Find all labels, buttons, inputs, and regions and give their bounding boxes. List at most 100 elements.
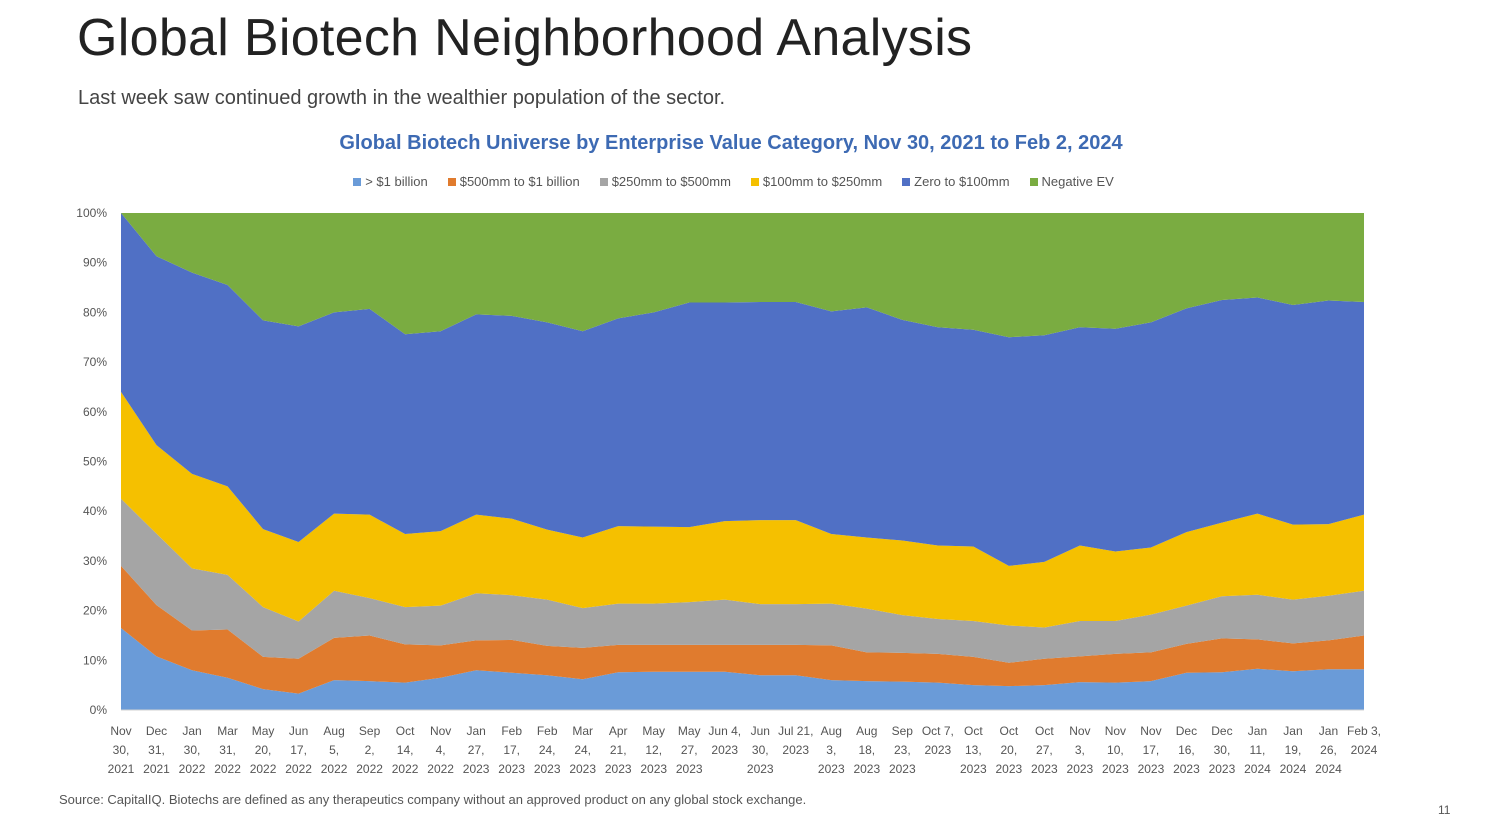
x-tick-label: 27, bbox=[681, 743, 698, 757]
x-tick-label: 11, bbox=[1250, 743, 1266, 757]
x-tick-label: May bbox=[642, 724, 665, 738]
x-tick-label: 14, bbox=[397, 743, 414, 757]
x-tick-label: Aug bbox=[323, 724, 344, 738]
x-tick-label: 3, bbox=[1075, 743, 1085, 757]
x-tick-label: 2022 bbox=[356, 762, 383, 776]
x-tick-label: Apr bbox=[609, 724, 628, 738]
x-tick-label: Sep bbox=[892, 724, 914, 738]
x-tick-label: 2024 bbox=[1244, 762, 1271, 776]
x-tick-label: 2023 bbox=[640, 762, 667, 776]
y-tick-label: 40% bbox=[83, 504, 107, 518]
x-tick-label: Oct bbox=[964, 724, 983, 738]
x-tick-label: 5, bbox=[329, 743, 339, 757]
x-tick-label: 2023 bbox=[889, 762, 916, 776]
x-tick-label: 2023 bbox=[1209, 762, 1236, 776]
x-tick-label: 19, bbox=[1285, 743, 1302, 757]
y-tick-label: 50% bbox=[83, 455, 107, 469]
y-tick-label: 30% bbox=[83, 554, 107, 568]
x-tick-label: Oct bbox=[1035, 724, 1054, 738]
x-tick-label: Aug bbox=[821, 724, 842, 738]
x-tick-label: Oct bbox=[396, 724, 415, 738]
y-tick-label: 10% bbox=[83, 653, 107, 667]
x-tick-label: 30, bbox=[1214, 743, 1231, 757]
stacked-area-chart: 0%10%20%30%40%50%60%70%80%90%100%Nov30,2… bbox=[0, 0, 1493, 837]
x-tick-label: Nov bbox=[1069, 724, 1090, 738]
y-tick-label: 70% bbox=[83, 355, 107, 369]
x-tick-label: 17, bbox=[1143, 743, 1160, 757]
x-tick-label: Jun 4, bbox=[708, 724, 741, 738]
x-tick-label: Nov bbox=[1140, 724, 1161, 738]
x-tick-label: 2023 bbox=[1031, 762, 1058, 776]
x-tick-label: 2023 bbox=[1138, 762, 1165, 776]
x-tick-label: 30, bbox=[184, 743, 201, 757]
x-tick-label: 2024 bbox=[1351, 743, 1378, 757]
x-tick-label: 18, bbox=[858, 743, 875, 757]
x-tick-label: 2022 bbox=[250, 762, 277, 776]
x-tick-label: 2023 bbox=[747, 762, 774, 776]
x-tick-label: Oct bbox=[1000, 724, 1019, 738]
x-tick-label: 2023 bbox=[463, 762, 490, 776]
x-tick-label: 26, bbox=[1320, 743, 1337, 757]
x-tick-label: 2021 bbox=[108, 762, 135, 776]
x-tick-label: Jan bbox=[1319, 724, 1338, 738]
x-tick-label: 2022 bbox=[285, 762, 312, 776]
x-tick-label: May bbox=[678, 724, 701, 738]
x-tick-label: 13, bbox=[965, 743, 982, 757]
x-tick-label: Dec bbox=[146, 724, 167, 738]
x-tick-label: 2023 bbox=[782, 743, 809, 757]
x-tick-label: 30, bbox=[752, 743, 769, 757]
x-tick-label: Mar bbox=[217, 724, 238, 738]
x-tick-label: 2022 bbox=[179, 762, 206, 776]
x-tick-label: 16, bbox=[1178, 743, 1195, 757]
x-tick-label: Mar bbox=[572, 724, 593, 738]
x-tick-label: 10, bbox=[1107, 743, 1124, 757]
x-tick-label: Sep bbox=[359, 724, 381, 738]
x-tick-label: Dec bbox=[1211, 724, 1232, 738]
x-tick-label: Feb bbox=[501, 724, 522, 738]
x-tick-label: Feb 3, bbox=[1347, 724, 1381, 738]
x-tick-label: May bbox=[252, 724, 275, 738]
x-tick-label: 2023 bbox=[853, 762, 880, 776]
x-tick-label: Jan bbox=[1248, 724, 1267, 738]
x-tick-label: 30, bbox=[113, 743, 130, 757]
x-tick-label: 20, bbox=[1001, 743, 1018, 757]
x-tick-label: 2023 bbox=[534, 762, 561, 776]
x-tick-label: Jun bbox=[289, 724, 308, 738]
x-tick-label: Oct 7, bbox=[922, 724, 954, 738]
x-tick-label: 2022 bbox=[392, 762, 419, 776]
x-tick-label: 2022 bbox=[427, 762, 454, 776]
x-tick-label: 2023 bbox=[711, 743, 738, 757]
x-tick-label: Jul 21, bbox=[778, 724, 813, 738]
x-tick-label: Dec bbox=[1176, 724, 1197, 738]
x-tick-label: Nov bbox=[430, 724, 451, 738]
x-tick-label: 2023 bbox=[605, 762, 632, 776]
x-tick-label: 4, bbox=[436, 743, 446, 757]
x-tick-label: 21, bbox=[610, 743, 627, 757]
x-tick-label: 2023 bbox=[498, 762, 525, 776]
x-tick-label: 2023 bbox=[1102, 762, 1129, 776]
x-tick-label: 2023 bbox=[996, 762, 1023, 776]
page-number: 11 bbox=[1438, 803, 1450, 817]
x-tick-label: 2022 bbox=[321, 762, 348, 776]
x-tick-label: 2023 bbox=[818, 762, 845, 776]
x-tick-label: Nov bbox=[1105, 724, 1126, 738]
x-tick-label: 2023 bbox=[924, 743, 951, 757]
x-tick-label: 20, bbox=[255, 743, 272, 757]
x-tick-label: Jun bbox=[751, 724, 770, 738]
x-tick-label: 2023 bbox=[1173, 762, 1200, 776]
x-tick-label: Jan bbox=[182, 724, 201, 738]
x-tick-label: Feb bbox=[537, 724, 558, 738]
y-tick-label: 0% bbox=[90, 703, 108, 717]
y-tick-label: 80% bbox=[83, 305, 107, 319]
x-tick-label: Nov bbox=[110, 724, 131, 738]
x-tick-label: Jan bbox=[466, 724, 485, 738]
x-tick-label: 24, bbox=[539, 743, 556, 757]
x-tick-label: 2023 bbox=[676, 762, 703, 776]
x-tick-label: 2024 bbox=[1315, 762, 1342, 776]
x-tick-label: Jan bbox=[1283, 724, 1302, 738]
x-tick-label: 17, bbox=[503, 743, 520, 757]
x-tick-label: Aug bbox=[856, 724, 877, 738]
x-tick-label: 2022 bbox=[214, 762, 241, 776]
x-tick-label: 2, bbox=[365, 743, 375, 757]
y-tick-label: 100% bbox=[76, 206, 107, 220]
